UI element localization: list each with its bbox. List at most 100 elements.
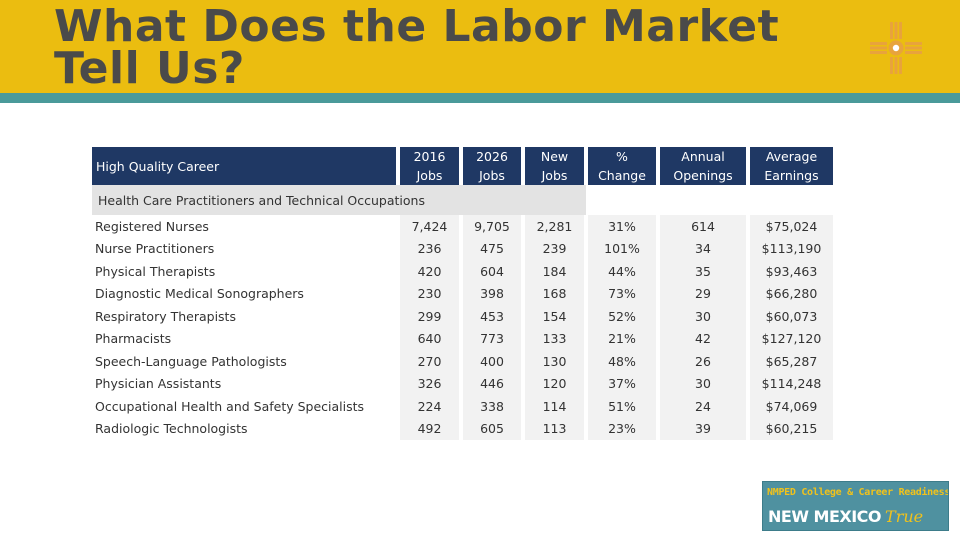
cell-2016-jobs: 270 xyxy=(398,350,463,373)
cell-2016-jobs: 640 xyxy=(398,327,463,350)
table-row: Physical Therapists 420 604 184 44% 35 $93,463 xyxy=(92,260,833,283)
cell-new-jobs: 239 xyxy=(523,237,588,260)
header-percent-change: % Change xyxy=(586,147,660,185)
cell-2026-jobs: 446 xyxy=(461,372,525,395)
cell-percent-change: 48% xyxy=(586,350,660,373)
cell-new-jobs: 133 xyxy=(523,327,588,350)
cell-percent-change: 37% xyxy=(586,372,660,395)
cell-2016-jobs: 236 xyxy=(398,237,463,260)
table-header-row: High Quality Career 2016 Jobs 2026 Jobs Ne… xyxy=(92,147,833,185)
cell-2026-jobs: 605 xyxy=(461,417,525,440)
cell-2016-jobs: 224 xyxy=(398,395,463,418)
cell-career: Physical Therapists xyxy=(92,260,400,283)
slide-title: What Does the Labor Market Tell Us? xyxy=(54,1,780,94)
badge-new-mexico: NEW MEXICO xyxy=(768,507,882,526)
table-row: Pharmacists 640 773 133 21% 42 $127,120 xyxy=(92,327,833,350)
zia-sun-symbol-icon xyxy=(870,22,922,74)
cell-2016-jobs: 299 xyxy=(398,305,463,328)
cell-annual-openings: 29 xyxy=(658,282,750,305)
cell-annual-openings: 26 xyxy=(658,350,750,373)
cell-average-earnings: $60,215 xyxy=(748,417,833,440)
cell-percent-change: 44% xyxy=(586,260,660,283)
header-2016-jobs: 2016 Jobs xyxy=(398,147,463,185)
nmped-badge-logo: NMPED College & Career Readiness is NEW … xyxy=(762,481,949,531)
table-row: Speech-Language Pathologists 270 400 130 48%… xyxy=(92,350,833,373)
header-career: High Quality Career xyxy=(92,147,400,185)
cell-career: Radiologic Technologists xyxy=(92,417,400,440)
cell-2016-jobs: 326 xyxy=(398,372,463,395)
cell-average-earnings: $114,248 xyxy=(748,372,833,395)
labor-market-table: High Quality Career 2016 Jobs 2026 Jobs Ne… xyxy=(92,147,833,440)
cell-2016-jobs: 230 xyxy=(398,282,463,305)
cell-new-jobs: 120 xyxy=(523,372,588,395)
header-2026-jobs: 2026 Jobs xyxy=(461,147,525,185)
cell-new-jobs: 168 xyxy=(523,282,588,305)
cell-new-jobs: 154 xyxy=(523,305,588,328)
cell-percent-change: 51% xyxy=(586,395,660,418)
cell-average-earnings: $113,190 xyxy=(748,237,833,260)
header-band xyxy=(0,0,960,93)
badge-true: True xyxy=(885,507,924,526)
cell-2016-jobs: 492 xyxy=(398,417,463,440)
cell-new-jobs: 130 xyxy=(523,350,588,373)
cell-percent-change: 73% xyxy=(586,282,660,305)
cell-2026-jobs: 604 xyxy=(461,260,525,283)
cell-career: Respiratory Therapists xyxy=(92,305,400,328)
cell-new-jobs: 114 xyxy=(523,395,588,418)
cell-2016-jobs: 7,424 xyxy=(398,215,463,238)
cell-career: Occupational Health and Safety Specialis… xyxy=(92,395,400,418)
category-row: Health Care Practitioners and Technical … xyxy=(92,185,833,215)
cell-2026-jobs: 453 xyxy=(461,305,525,328)
cell-career: Speech-Language Pathologists xyxy=(92,350,400,373)
table-row: Nurse Practitioners 236 475 239 101% 34 $113,1… xyxy=(92,237,833,260)
cell-average-earnings: $75,024 xyxy=(748,215,833,238)
badge-tagline: NMPED College & Career Readiness is xyxy=(767,487,949,498)
cell-annual-openings: 614 xyxy=(658,215,750,238)
cell-annual-openings: 30 xyxy=(658,372,750,395)
table-row: Diagnostic Medical Sonographers 230 398 168… xyxy=(92,282,833,305)
cell-annual-openings: 39 xyxy=(658,417,750,440)
table-row: Physician Assistants 326 446 120 37% 30 $114,2… xyxy=(92,372,833,395)
cell-2026-jobs: 475 xyxy=(461,237,525,260)
table-row: Radiologic Technologists 492 605 113 23% 39 $6… xyxy=(92,417,833,440)
cell-career: Physician Assistants xyxy=(92,372,400,395)
cell-2026-jobs: 400 xyxy=(461,350,525,373)
cell-2026-jobs: 398 xyxy=(461,282,525,305)
table-row: Registered Nurses 7,424 9,705 2,281 31% 614 $7… xyxy=(92,215,833,238)
header-average-earnings: Average Earnings xyxy=(748,147,833,185)
cell-average-earnings: $93,463 xyxy=(748,260,833,283)
cell-annual-openings: 24 xyxy=(658,395,750,418)
cell-percent-change: 31% xyxy=(586,215,660,238)
cell-new-jobs: 184 xyxy=(523,260,588,283)
cell-career: Nurse Practitioners xyxy=(92,237,400,260)
cell-annual-openings: 30 xyxy=(658,305,750,328)
cell-percent-change: 52% xyxy=(586,305,660,328)
category-label: Health Care Practitioners and Technical … xyxy=(92,185,586,215)
cell-2026-jobs: 773 xyxy=(461,327,525,350)
cell-average-earnings: $74,069 xyxy=(748,395,833,418)
cell-annual-openings: 35 xyxy=(658,260,750,283)
cell-average-earnings: $65,287 xyxy=(748,350,833,373)
cell-annual-openings: 42 xyxy=(658,327,750,350)
cell-career: Registered Nurses xyxy=(92,215,400,238)
badge-wordmark: NEW MEXICO True xyxy=(768,507,948,526)
table-row: Occupational Health and Safety Specialis… xyxy=(92,395,833,418)
cell-2026-jobs: 9,705 xyxy=(461,215,525,238)
cell-new-jobs: 113 xyxy=(523,417,588,440)
cell-annual-openings: 34 xyxy=(658,237,750,260)
cell-career: Diagnostic Medical Sonographers xyxy=(92,282,400,305)
cell-percent-change: 21% xyxy=(586,327,660,350)
cell-percent-change: 101% xyxy=(586,237,660,260)
cell-2016-jobs: 420 xyxy=(398,260,463,283)
cell-percent-change: 23% xyxy=(586,417,660,440)
header-annual-openings: Annual Openings xyxy=(658,147,750,185)
cell-average-earnings: $127,120 xyxy=(748,327,833,350)
table-row: Respiratory Therapists 299 453 154 52% 30 $60,… xyxy=(92,305,833,328)
cell-2026-jobs: 338 xyxy=(461,395,525,418)
header-new-jobs: New Jobs xyxy=(523,147,588,185)
cell-average-earnings: $66,280 xyxy=(748,282,833,305)
header-accent-stripe xyxy=(0,93,960,103)
category-spacer xyxy=(586,185,833,215)
cell-career: Pharmacists xyxy=(92,327,400,350)
cell-new-jobs: 2,281 xyxy=(523,215,588,238)
